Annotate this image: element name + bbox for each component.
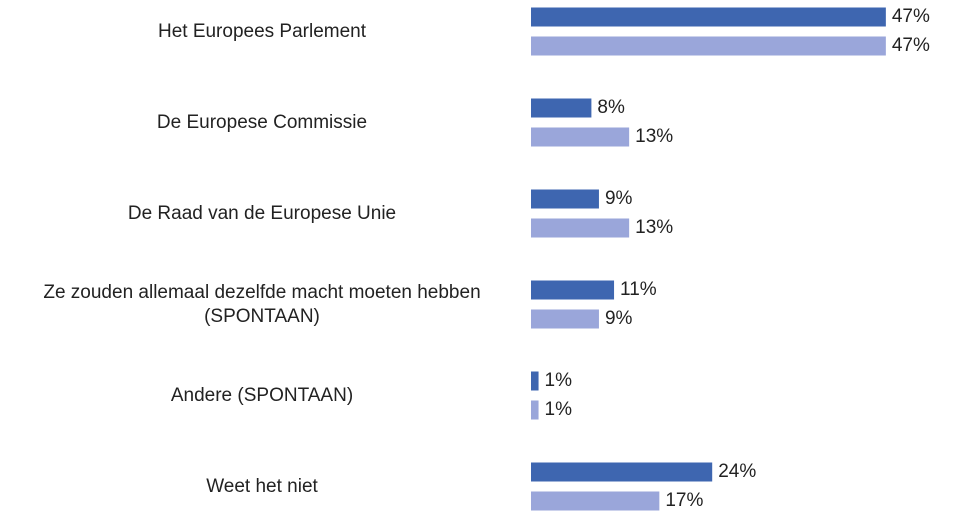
value-label: 13%	[635, 126, 673, 147]
bar	[531, 280, 615, 300]
bar	[531, 218, 630, 238]
value-label: 24%	[718, 461, 756, 482]
category-label: De Raad van de Europese Unie	[127, 203, 397, 224]
bar	[531, 491, 660, 511]
bar	[531, 36, 886, 56]
value-label: 9%	[605, 188, 633, 209]
bar	[531, 127, 630, 147]
category-label: Het Europees Parlement	[157, 21, 367, 42]
bar	[531, 400, 539, 420]
value-label: 8%	[597, 97, 625, 118]
value-label: 13%	[635, 217, 673, 238]
bar	[531, 371, 539, 391]
bar	[531, 462, 713, 482]
bar	[531, 189, 599, 209]
bar	[531, 309, 599, 329]
value-label: 11%	[620, 279, 657, 300]
value-label: 1%	[545, 370, 573, 391]
category-label: Andere (SPONTAAN)	[170, 385, 354, 406]
value-label: 9%	[605, 308, 633, 329]
bar	[531, 7, 886, 27]
category-label: De Europese Commissie	[156, 112, 368, 133]
value-label: 47%	[892, 35, 930, 56]
category-label: Weet het niet	[206, 476, 318, 497]
value-label: 17%	[665, 490, 703, 511]
category-label: Ze zouden allemaal dezelfde macht moeten…	[43, 282, 481, 327]
value-label: 1%	[545, 399, 573, 420]
bar	[531, 98, 592, 118]
value-label: 47%	[892, 6, 930, 27]
